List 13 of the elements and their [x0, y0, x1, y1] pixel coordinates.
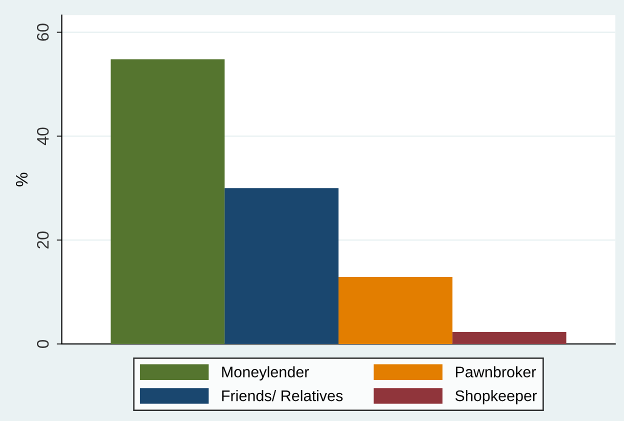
bar: [452, 332, 566, 344]
bar: [338, 276, 452, 344]
legend-label: Pawnbroker: [456, 366, 536, 378]
y-tick-label: 20: [36, 231, 49, 248]
y-axis-title: %: [16, 172, 28, 186]
bar: [224, 188, 339, 344]
legend-label: Friends/ Relatives: [222, 390, 343, 402]
bar: [110, 59, 225, 344]
y-tick-label: 60: [36, 24, 49, 41]
legend-label: Shopkeeper: [455, 390, 537, 404]
y-tick-label: 0: [36, 340, 49, 348]
y-tick-label: 40: [36, 128, 49, 146]
legend-label: Moneylender: [222, 366, 309, 380]
